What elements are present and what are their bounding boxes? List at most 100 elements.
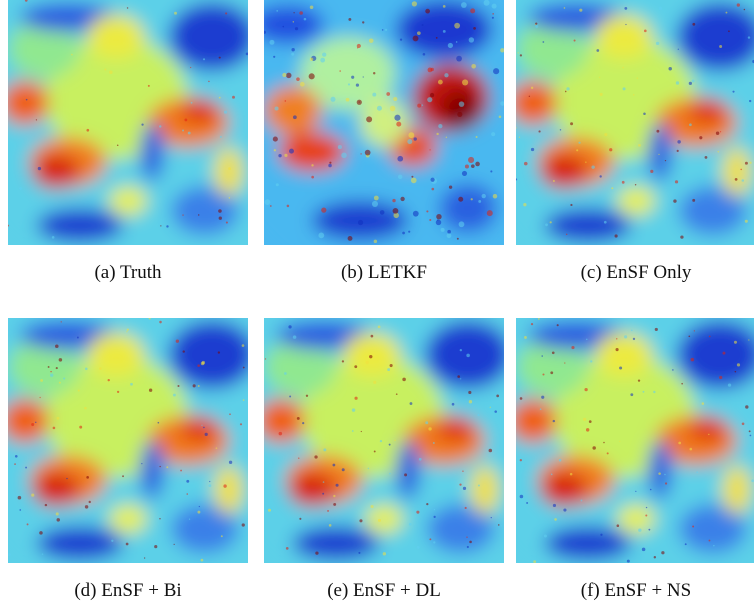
field-texture xyxy=(284,372,287,375)
field-texture xyxy=(430,177,435,182)
field-texture xyxy=(653,556,657,559)
field-texture xyxy=(650,169,654,173)
field-texture xyxy=(79,425,83,429)
field-texture xyxy=(357,219,364,226)
field-texture xyxy=(661,551,665,555)
field-texture xyxy=(516,127,517,129)
field-texture xyxy=(741,422,745,426)
field-texture xyxy=(636,77,639,79)
field-texture xyxy=(360,153,362,155)
field-texture xyxy=(596,49,600,52)
field-texture xyxy=(552,503,557,508)
field-texture xyxy=(727,383,732,387)
field-texture xyxy=(289,148,294,154)
field-texture xyxy=(654,327,658,332)
field-texture xyxy=(218,209,222,213)
field-texture xyxy=(302,422,305,425)
field-image xyxy=(516,318,754,563)
field-texture xyxy=(494,410,497,413)
field-texture xyxy=(435,219,442,226)
field-texture xyxy=(322,481,325,483)
field-texture xyxy=(462,79,469,86)
field-image xyxy=(8,318,248,563)
field-texture xyxy=(672,369,674,371)
field-texture xyxy=(429,218,432,222)
field-texture xyxy=(299,517,302,520)
field-texture xyxy=(677,140,681,144)
field-texture xyxy=(563,508,567,512)
field-texture xyxy=(52,426,56,430)
field-texture xyxy=(296,77,300,81)
field-texture xyxy=(538,130,541,133)
field-texture xyxy=(88,500,91,504)
field-texture xyxy=(466,536,468,538)
field-texture xyxy=(309,57,314,62)
caption: (a) Truth xyxy=(94,262,162,283)
field-texture xyxy=(470,8,476,14)
field-texture xyxy=(55,512,59,516)
field-texture xyxy=(606,452,609,455)
field-texture xyxy=(173,543,175,546)
field-texture xyxy=(677,48,679,50)
field-texture xyxy=(749,161,752,164)
field-texture xyxy=(35,421,37,424)
field-texture xyxy=(635,490,637,492)
caption: (c) EnSF Only xyxy=(580,262,692,283)
field-texture xyxy=(445,136,448,139)
field-texture xyxy=(190,101,193,104)
field-texture xyxy=(362,21,365,24)
field-texture xyxy=(228,460,233,465)
field-texture xyxy=(632,94,635,96)
field-texture xyxy=(369,354,373,359)
field-texture xyxy=(267,508,272,512)
field-texture xyxy=(111,539,114,542)
field-texture xyxy=(690,357,695,362)
field-texture xyxy=(19,187,23,190)
field-texture xyxy=(341,360,345,363)
field-texture xyxy=(457,490,460,492)
field-texture xyxy=(377,518,382,522)
field-texture xyxy=(192,384,196,388)
field-texture xyxy=(200,361,205,366)
field-texture xyxy=(410,177,417,184)
field-texture xyxy=(655,41,660,46)
field-texture xyxy=(516,178,518,181)
field-texture xyxy=(470,198,473,201)
panel: (c) EnSF Only xyxy=(516,0,754,284)
field-texture xyxy=(468,156,475,163)
field-texture xyxy=(354,365,358,369)
field-texture xyxy=(524,336,527,339)
field-texture xyxy=(157,421,160,424)
field-texture xyxy=(691,79,695,83)
field-texture xyxy=(367,467,369,469)
field-texture xyxy=(220,535,223,538)
field-texture xyxy=(282,25,285,28)
field-texture xyxy=(291,48,295,52)
field-texture xyxy=(541,395,545,399)
field-texture xyxy=(358,551,361,554)
field-texture xyxy=(611,187,614,190)
field-texture xyxy=(197,510,201,514)
field-texture xyxy=(542,41,545,43)
field-texture xyxy=(264,318,504,563)
field-texture xyxy=(366,116,373,123)
field-texture xyxy=(299,11,303,15)
field-texture xyxy=(734,370,737,373)
field-texture xyxy=(429,92,435,98)
field-texture xyxy=(689,447,693,451)
field-texture xyxy=(645,514,648,517)
field-texture xyxy=(664,473,666,476)
field-texture xyxy=(19,509,22,511)
field-texture xyxy=(743,8,746,11)
field-texture xyxy=(370,504,374,509)
field-texture xyxy=(409,402,413,405)
field-texture xyxy=(166,225,169,228)
field-texture xyxy=(418,457,422,461)
field-texture xyxy=(39,531,43,535)
field-texture xyxy=(564,90,567,93)
field-texture xyxy=(477,484,480,487)
panel: (f) EnSF + NS xyxy=(516,318,754,602)
field-texture xyxy=(187,131,191,135)
field-texture xyxy=(392,207,399,214)
field-texture xyxy=(469,540,472,544)
